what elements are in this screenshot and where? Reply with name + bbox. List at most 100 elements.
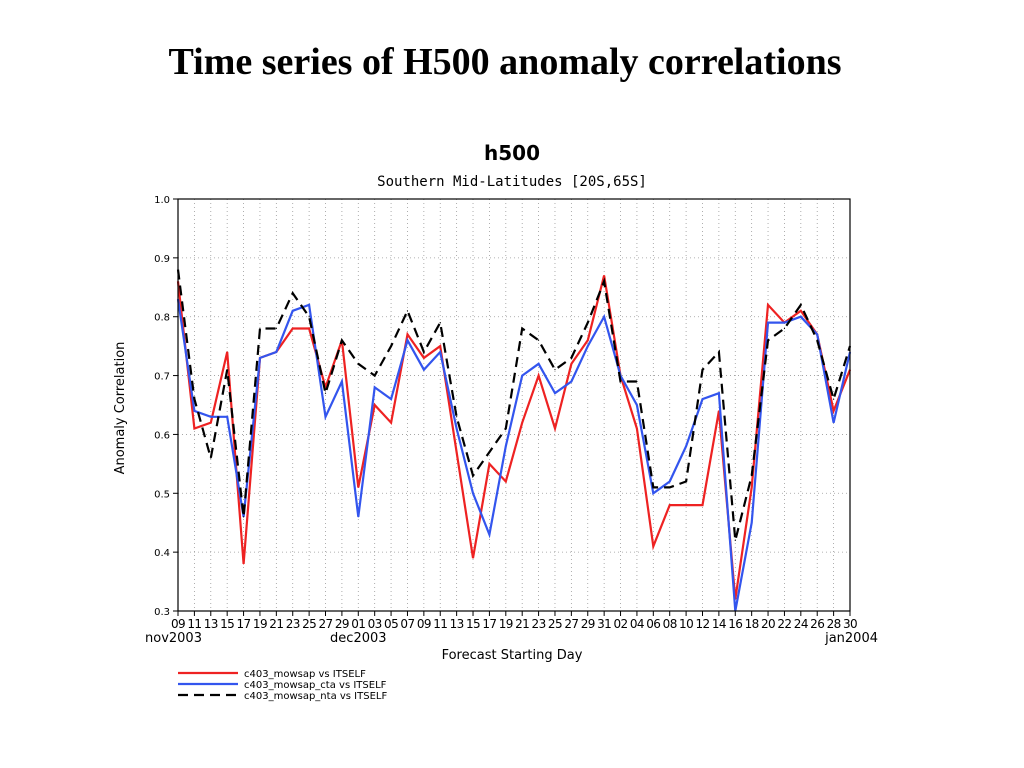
x-month-label: nov2003 [145, 631, 202, 646]
series-3-point [603, 280, 605, 282]
series-2-point [816, 333, 818, 335]
series-line-3 [176, 269, 852, 541]
x-tick-label: 12 [695, 617, 709, 631]
series-1-point [292, 327, 294, 330]
series-line-2 [176, 298, 852, 612]
series-1-point [488, 463, 491, 465]
series-1-point [554, 427, 556, 430]
series-1-point [390, 422, 392, 424]
series-3-point [669, 486, 671, 488]
series-2-point [259, 357, 261, 359]
series-2-point [833, 422, 835, 424]
series-1-point [570, 363, 572, 365]
series-1-point [669, 504, 671, 506]
x-tick-label: 01 [351, 617, 365, 631]
series-3-point [210, 457, 212, 459]
series-2-point [767, 322, 769, 324]
series-1-point [423, 357, 425, 359]
series-3-point [767, 339, 769, 341]
series-1-point [751, 486, 753, 488]
series-3-point [292, 292, 294, 294]
series-2-point [652, 492, 654, 494]
x-tick-label: 29 [335, 617, 349, 631]
y-axis-ticks: 0.3 0.4 0.5 0.6 0.7 0.8 0.9 1.0 [154, 195, 178, 618]
series-3-point [521, 327, 523, 330]
x-tick-label: 07 [400, 617, 414, 631]
x-tick-label: 21 [269, 617, 283, 631]
series-1-point [210, 422, 212, 424]
series-2-point [439, 351, 441, 353]
x-tick-label: 02 [613, 617, 627, 631]
series-1-point [701, 504, 704, 506]
series-3-point [816, 339, 818, 341]
series-2-point [751, 522, 753, 524]
y-tick-label: 0.4 [154, 548, 170, 559]
x-tick-label: 08 [663, 617, 677, 631]
plot-grid [178, 199, 850, 611]
series-3-point [439, 322, 441, 324]
y-tick-label: 0.5 [154, 489, 170, 500]
x-tick-label: 17 [482, 617, 496, 631]
series-2-point [390, 398, 392, 400]
series-3-point [701, 369, 704, 371]
series-1-point [472, 557, 474, 559]
series-1-point [800, 310, 802, 312]
series-3-point [505, 427, 507, 430]
x-axis-label: Forecast Starting Day [442, 648, 583, 663]
series-2-point [472, 492, 474, 494]
series-2-point [456, 427, 458, 430]
x-tick-label: 27 [318, 617, 332, 631]
series-1-point [456, 451, 458, 453]
series-1-point [685, 504, 687, 506]
y-tick-label: 0.8 [154, 313, 170, 324]
x-tick-label: 24 [794, 617, 808, 631]
series-3-point [783, 327, 786, 330]
x-tick-label: 10 [679, 617, 693, 631]
y-tick-label: 0.3 [154, 607, 170, 618]
series-2-point [603, 316, 605, 318]
x-tick-label: 09 [417, 617, 431, 631]
x-tick-label: 25 [548, 617, 562, 631]
series-2-point [669, 480, 671, 483]
y-tick-label: 1.0 [154, 195, 170, 206]
x-tick-label: 18 [745, 617, 759, 631]
series-1-point [505, 480, 507, 483]
x-tick-label: 29 [581, 617, 595, 631]
x-tick-label: 15 [220, 617, 234, 631]
x-tick-label: 25 [302, 617, 316, 631]
series-3-point [341, 339, 343, 341]
x-tick-label: 11 [433, 617, 447, 631]
x-tick-label: 22 [777, 617, 791, 631]
series-2-point [636, 404, 638, 406]
series-3-point [751, 475, 753, 477]
x-tick-label: 13 [204, 617, 218, 631]
x-tick-label: 19 [499, 617, 513, 631]
series-3-point [488, 451, 491, 453]
x-tick-label: 03 [368, 617, 382, 631]
slide-title: Time series of H500 anomaly correlations [168, 41, 842, 83]
legend-label-3: c403_mowsap_nta vs ITSELF [244, 691, 387, 702]
x-tick-label: 31 [597, 617, 611, 631]
series-2-point [701, 398, 704, 400]
x-tick-label: 21 [515, 617, 529, 631]
x-tick-label: 23 [286, 617, 300, 631]
x-tick-label: 16 [728, 617, 742, 631]
x-axis-ticks: 09 11 13 15 17 19 21 23 25 27 29 01 03 05 07 09 11 13 15 17… [145, 611, 878, 646]
series-3-point [554, 369, 556, 371]
series-3-point [324, 392, 327, 394]
series-1-point [537, 374, 540, 377]
series-2-point [685, 445, 687, 447]
series-2-point [570, 380, 572, 383]
series-2-point [537, 363, 540, 365]
x-tick-label: 14 [712, 617, 726, 631]
legend-label-2: c403_mowsap_cta vs ITSELF [244, 680, 387, 691]
series-2-point [357, 516, 359, 518]
series-2-point [275, 351, 277, 353]
series-3-point [406, 310, 409, 312]
series-3-point [570, 357, 572, 359]
series-3-point [275, 327, 277, 330]
series-3-point [357, 363, 359, 365]
series-3-point [456, 416, 458, 418]
series-2-point [800, 316, 802, 318]
